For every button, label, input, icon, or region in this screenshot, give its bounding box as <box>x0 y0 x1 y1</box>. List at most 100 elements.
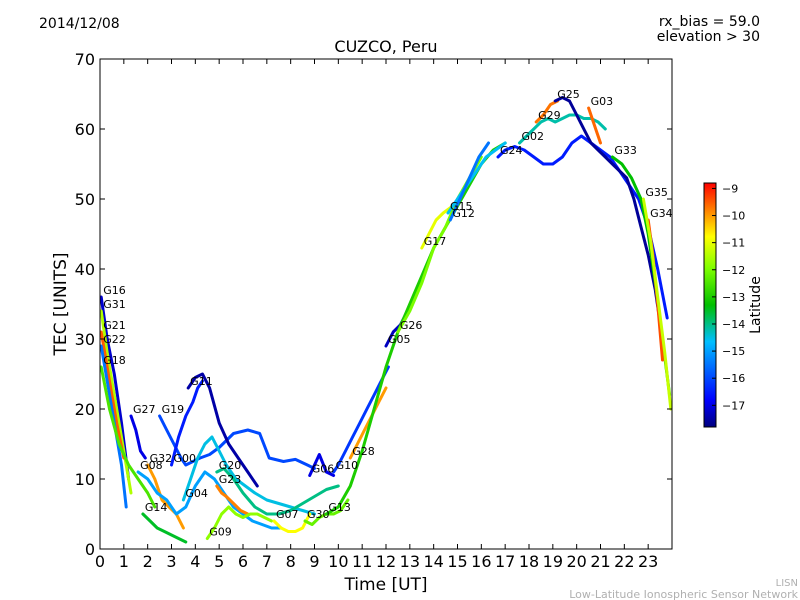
x-tick-label: 7 <box>262 552 272 571</box>
series-g10 <box>332 365 390 474</box>
series-label-g11: G11 <box>190 375 213 388</box>
x-tick-label: 13 <box>400 552 420 571</box>
series-label-g22: G22 <box>103 333 126 346</box>
series-label-g15: G15 <box>450 200 473 213</box>
series-g31 <box>100 309 133 495</box>
series-g09 <box>205 505 274 540</box>
series-g07 <box>272 512 312 533</box>
series-label-g30: G30 <box>307 508 330 521</box>
series-label-g28: G28 <box>352 445 375 458</box>
series-label-g10: G10 <box>336 459 359 472</box>
colorbar-tick-label: −14 <box>722 318 745 331</box>
x-tick-label: 17 <box>495 552 515 571</box>
x-tick-label: 12 <box>376 552 396 571</box>
series-g12 <box>448 141 490 222</box>
y-tick-label: 20 <box>75 400 95 419</box>
y-tick-label: 70 <box>75 50 95 69</box>
colorbar-label: Latitude <box>748 276 764 334</box>
y-tick-label: 0 <box>85 540 95 559</box>
colorbar <box>703 182 717 428</box>
series-label-g16: G16 <box>103 284 126 297</box>
colorbar-tick-label: −12 <box>722 264 745 277</box>
series-g16 <box>100 295 131 481</box>
series-label-g18: G18 <box>103 354 126 367</box>
series-g19 <box>158 414 316 470</box>
x-tick-label: 6 <box>238 552 248 571</box>
colorbar-tick-label: −9 <box>722 182 738 195</box>
x-tick-label: 16 <box>471 552 491 571</box>
bias-label: rx_bias = 59.0 <box>658 14 760 30</box>
series-g21 <box>100 330 126 460</box>
date-label: 2014/12/08 <box>39 16 120 32</box>
series-g25 <box>553 96 664 341</box>
y-axis-label: TEC [UNITS] <box>51 252 71 356</box>
series-g14 <box>141 512 188 544</box>
series-g29 <box>534 99 560 124</box>
colorbar-tick-label: −13 <box>722 291 745 304</box>
series-label-g29: G29 <box>538 109 561 122</box>
series-label-g03: G03 <box>591 95 614 108</box>
series-g04 <box>181 435 316 516</box>
series-label-g12: G12 <box>452 207 475 220</box>
watermark-line1: LISN <box>776 578 798 589</box>
x-tick-label: 23 <box>638 552 658 571</box>
series-label-g14: G14 <box>145 501 168 514</box>
colorbar-tick-label: −15 <box>722 345 745 358</box>
x-tick-label: 14 <box>423 552 443 571</box>
x-tick-label: 18 <box>519 552 539 571</box>
x-tick-label: 1 <box>119 552 129 571</box>
series-label-g24: G24 <box>500 144 523 157</box>
series-g00 <box>170 379 204 467</box>
series-label-g06: G06 <box>312 463 335 476</box>
x-tick-label: 5 <box>214 552 224 571</box>
series-label-g33: G33 <box>614 144 637 157</box>
colorbar-tick-label: −16 <box>722 372 745 385</box>
series-label-g05: G05 <box>388 333 411 346</box>
series-label-g13: G13 <box>328 501 351 514</box>
series-g17 <box>420 204 455 250</box>
series-g15 <box>446 141 507 215</box>
watermark-line2: Low-Latitude Ionospheric Sensor Network <box>569 588 798 600</box>
x-tick-label: 21 <box>590 552 610 571</box>
y-tick-label: 60 <box>75 120 95 139</box>
x-tick-label: 2 <box>143 552 153 571</box>
series-label-g19: G19 <box>162 403 185 416</box>
y-tick-label: 30 <box>75 330 95 349</box>
series-g20 <box>215 467 340 516</box>
x-tick-label: 11 <box>352 552 372 571</box>
series-label-g08: G08 <box>140 459 163 472</box>
series-label-g17: G17 <box>424 235 447 248</box>
series-label-g09: G09 <box>209 526 232 539</box>
series-g24 <box>496 134 669 320</box>
elevation-label: elevation > 30 <box>656 29 760 45</box>
y-tick-label: 40 <box>75 260 95 279</box>
series-g35 <box>641 197 672 411</box>
series-label-g23: G23 <box>219 473 242 486</box>
series-g32 <box>146 463 185 530</box>
x-tick-label: 19 <box>543 552 563 571</box>
x-tick-label: 0 <box>95 552 105 571</box>
x-axis-label: Time [UT] <box>343 575 427 595</box>
series-label-g26: G26 <box>400 319 423 332</box>
y-tick-label: 50 <box>75 190 95 209</box>
series-g23 <box>215 484 250 516</box>
series-g11 <box>186 372 259 488</box>
colorbar-tick-label: −17 <box>722 399 745 412</box>
series-g18 <box>100 365 157 509</box>
series-label-g02: G02 <box>521 130 544 143</box>
x-tick-label: 8 <box>286 552 296 571</box>
series-g06 <box>308 453 336 477</box>
x-tick-label: 3 <box>166 552 176 571</box>
x-tick-label: 22 <box>614 552 634 571</box>
x-tick-label: 9 <box>309 552 319 571</box>
x-tick-label: 10 <box>328 552 348 571</box>
colorbar-tick-label: −11 <box>722 237 745 250</box>
series-g03 <box>587 106 602 145</box>
y-tick-label: 10 <box>75 470 95 489</box>
series-g27 <box>129 414 147 460</box>
series-label-g20: G20 <box>219 459 242 472</box>
series-label-g34: G34 <box>650 207 673 220</box>
series-label-g32: G32 <box>150 452 173 465</box>
series-label-g25: G25 <box>557 88 580 101</box>
